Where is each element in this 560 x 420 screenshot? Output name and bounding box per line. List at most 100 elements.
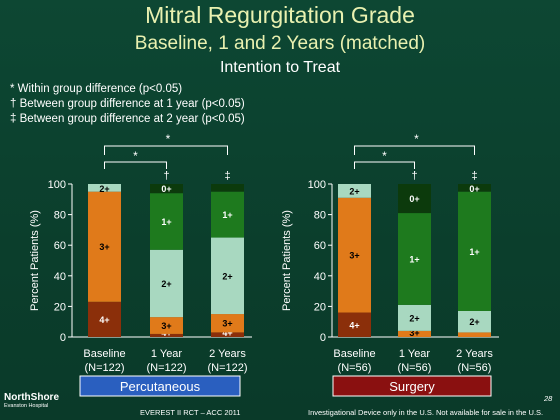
surg-category-label: 2 Years: [456, 348, 493, 360]
note-between-2yr: ‡ Between group difference at 2 year (p<…: [10, 113, 245, 125]
surg-bracket-inner-star: *: [382, 149, 387, 163]
surg-bar-segment-3+: [458, 332, 491, 337]
surg-y-tick-label: 60: [314, 240, 326, 252]
surg-category-label: Baseline: [333, 348, 375, 360]
footer-trial-label: EVEREST II RCT – ACC 2011: [140, 408, 241, 417]
perc-bar-segment-3+: [211, 314, 244, 333]
surg-segment-label: 1+: [469, 247, 479, 257]
perc-category-label: Baseline: [83, 348, 125, 360]
surg-sig-marker: †: [411, 170, 417, 182]
surg-y-tick-label: 80: [314, 210, 326, 222]
perc-segment-label: 3+: [222, 319, 232, 329]
surg-n-label: (N=56): [398, 362, 432, 374]
perc-y-tick-label: 20: [54, 301, 66, 313]
perc-bracket-inner-star: *: [133, 149, 138, 163]
note-between-1yr: † Between group difference at 1 year (p<…: [10, 98, 245, 110]
surg-segment-label: 3+: [409, 328, 419, 338]
perc-n-label: (N=122): [207, 362, 247, 374]
page-number: 28: [544, 394, 553, 403]
perc-category-label: 1 Year: [151, 348, 183, 360]
surg-y-tick-label: 0: [320, 332, 326, 344]
logo-main-text: NorthShore: [4, 392, 59, 403]
surg-bar-segment-2+: [398, 304, 431, 331]
surg-segment-label: 4+: [349, 320, 359, 330]
perc-sig-marker: †: [163, 170, 169, 182]
surg-segment-label: 1+: [409, 254, 419, 264]
perc-sig-marker: ‡: [224, 170, 230, 182]
surg-group-label: Surgery: [389, 379, 435, 394]
perc-bracket-inner: [104, 161, 167, 169]
surg-category-label: 1 Year: [399, 348, 431, 360]
slide-subtitle: Baseline, 1 and 2 Years (matched): [134, 33, 426, 54]
surg-segment-label: 3+: [349, 251, 359, 261]
significance-notes: * Within group difference (p<0.05) † Bet…: [10, 82, 245, 127]
perc-bar-segment-3+: [88, 191, 121, 302]
perc-segment-label: 2+: [222, 271, 232, 281]
surg-segment-label: 0+: [469, 184, 479, 194]
perc-segment-label: 4+: [99, 315, 109, 325]
surg-n-label: (N=56): [338, 362, 372, 374]
perc-segment-label: 1+: [161, 217, 171, 227]
perc-segment-label: 1+: [222, 210, 232, 220]
perc-bar-segment-4+: [211, 332, 244, 337]
perc-bar-segment-2+: [88, 184, 121, 192]
surg-y-tick-label: 100: [308, 179, 326, 191]
surg-segment-label: 2+: [469, 317, 479, 327]
perc-category-label: 2 Years: [209, 348, 246, 360]
surg-bar-segment-3+: [338, 197, 371, 313]
surg-bar-segment-3+: [398, 330, 431, 337]
perc-segment-label: 3+: [99, 242, 109, 252]
perc-segment-label: 4+: [222, 328, 232, 338]
surg-bar-segment-1+: [458, 191, 491, 311]
perc-n-label: (N=122): [84, 362, 124, 374]
note-within-group: * Within group difference (p<0.05): [10, 83, 183, 95]
surg-bar-segment-2+: [458, 310, 491, 333]
perc-bar-segment-2+: [211, 237, 244, 315]
perc-y-tick-label: 0: [60, 332, 66, 344]
perc-segment-label: 3+: [161, 321, 171, 331]
surg-bar-segment-4+: [338, 312, 371, 337]
perc-bar-segment-4+: [150, 333, 183, 337]
surg-y-axis-label: Percent Patients (%): [281, 210, 293, 311]
surg-bracket-outer-star: *: [414, 132, 419, 146]
perc-y-axis-label: Percent Patients (%): [29, 210, 41, 311]
slide-subtitle-2: Intention to Treat: [219, 59, 341, 76]
perc-y-tick-label: 100: [48, 179, 66, 191]
surg-segment-label: 0+: [409, 194, 419, 204]
logo-sub-text: Evanston Hospital: [4, 403, 49, 409]
perc-bracket-outer: [104, 145, 228, 155]
perc-y-tick-label: 80: [54, 210, 66, 222]
surg-bar-segment-0+: [458, 184, 491, 192]
perc-segment-label: 2+: [99, 184, 109, 194]
surg-segment-label: 2+: [409, 313, 419, 323]
surg-bar-segment-1+: [398, 213, 431, 305]
surg-bracket-outer: [354, 145, 475, 155]
surg-bar-segment-2+: [338, 184, 371, 198]
surg-bracket-inner: [354, 161, 415, 169]
perc-bar-segment-0+: [211, 184, 244, 192]
perc-segment-label: 2+: [161, 279, 171, 289]
perc-y-tick-label: 60: [54, 240, 66, 252]
surg-segment-label: 2+: [349, 186, 359, 196]
perc-bar-segment-1+: [150, 193, 183, 250]
perc-group-label-box: [79, 375, 241, 397]
perc-bar-segment-4+: [88, 301, 121, 337]
surg-y-tick-label: 40: [314, 271, 326, 283]
slide-title: Mitral Regurgitation Grade: [145, 2, 415, 28]
perc-bar-segment-3+: [150, 317, 183, 334]
perc-bar-segment-2+: [150, 249, 183, 318]
perc-bar-segment-1+: [211, 191, 244, 238]
perc-y-tick-label: 40: [54, 271, 66, 283]
surg-y-tick-label: 20: [314, 301, 326, 313]
surg-bar-segment-0+: [398, 184, 431, 214]
surg-group-label-box: [332, 375, 492, 397]
perc-segment-label: 0+: [161, 184, 171, 194]
perc-n-label: (N=122): [146, 362, 186, 374]
perc-group-label: Percutaneous: [120, 379, 201, 394]
perc-bracket-outer-star: *: [166, 132, 171, 146]
surg-n-label: (N=56): [458, 362, 492, 374]
surg-sig-marker: ‡: [471, 170, 477, 182]
perc-bar-segment-0+: [150, 184, 183, 194]
footer-disclaimer: Investigational Device only in the U.S. …: [308, 408, 544, 417]
